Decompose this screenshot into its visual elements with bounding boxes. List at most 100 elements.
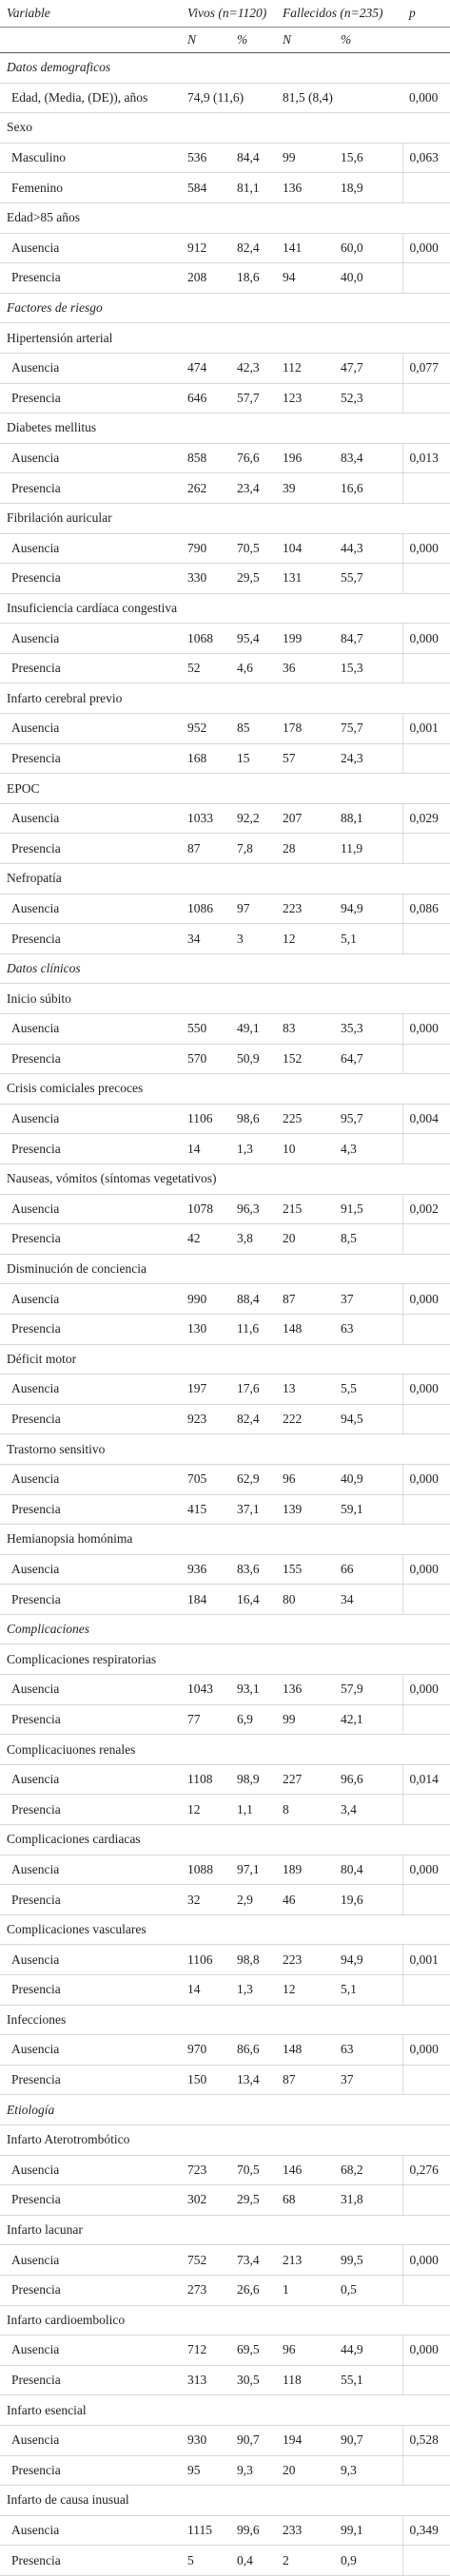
- row-label: Ausencia: [0, 1464, 181, 1495]
- cell: 95,7: [334, 1104, 402, 1135]
- header-cell: [0, 27, 181, 53]
- cell: 12: [276, 1974, 334, 2006]
- data-row: Presencia 95 9,3 20 9,3: [0, 2455, 450, 2487]
- cell: 1108: [181, 1764, 230, 1796]
- cell: 0,000: [401, 1283, 450, 1315]
- group-row: Trastorno sensitivo: [0, 1433, 450, 1465]
- row-label: Presencia: [0, 1974, 181, 2006]
- group-row-label: Fibrilación auricular: [0, 503, 450, 534]
- cell: 44,9: [334, 2335, 402, 2366]
- cell: 123: [276, 383, 334, 414]
- cell: 1043: [181, 1674, 230, 1705]
- cell: 32: [181, 1884, 230, 1915]
- cell: 0,276: [401, 2155, 450, 2186]
- cell: 97,1: [230, 1855, 276, 1886]
- cell: 99,1: [334, 2515, 402, 2547]
- cell: 0,000: [401, 2335, 450, 2366]
- cell: 29,5: [230, 563, 276, 594]
- cell: 1033: [181, 803, 230, 835]
- group-row-label: Infarto cardioembolico: [0, 2305, 450, 2336]
- cell: 0,9: [334, 2545, 402, 2576]
- data-row: Ausencia 1078 96,3 215 91,5 0,002: [0, 1194, 450, 1225]
- cell: 80,4: [334, 1855, 402, 1886]
- cell: 98,8: [230, 1944, 276, 1975]
- cell: 148: [276, 1314, 334, 1345]
- cell: 47,7: [334, 353, 402, 384]
- cell: 1088: [181, 1855, 230, 1886]
- cell: 84,4: [230, 143, 276, 174]
- cell: 12: [276, 923, 334, 954]
- data-row: Ausencia 1106 98,6 225 95,7 0,004: [0, 1104, 450, 1135]
- cell: 330: [181, 563, 230, 594]
- cell: 0,004: [401, 1104, 450, 1135]
- cell: [401, 1133, 450, 1164]
- row-label: Ausencia: [0, 2425, 181, 2456]
- cell: 130: [181, 1314, 230, 1345]
- cell: 87: [181, 833, 230, 865]
- group-row: Nauseas, vómitos (síntomas vegetativos): [0, 1163, 450, 1195]
- cell: 77: [181, 1704, 230, 1736]
- section-row-label: Datos clínicos: [0, 953, 450, 985]
- cell: 0,000: [401, 1855, 450, 1886]
- group-row: Infarto de causa inusual: [0, 2485, 450, 2516]
- group-row-label: Nefropatía: [0, 863, 450, 894]
- cell: 85: [230, 713, 276, 744]
- data-row: Presencia 77 6,9 99 42,1: [0, 1704, 450, 1736]
- header-cell: Fallecidos (n=235): [276, 0, 402, 28]
- cell: 24,3: [334, 743, 402, 775]
- data-row: Ausencia 970 86,6 148 63 0,000: [0, 2034, 450, 2066]
- group-row-label: Infarto de causa inusual: [0, 2485, 450, 2516]
- cell: [401, 1584, 450, 1615]
- section-row-label: Factores de riesgo: [0, 293, 450, 324]
- cell: 262: [181, 472, 230, 504]
- group-row: Infarto lacunar: [0, 2215, 450, 2246]
- data-row: Presencia 168 15 57 24,3: [0, 743, 450, 775]
- cell: 34: [181, 923, 230, 954]
- cell: 3: [230, 923, 276, 954]
- header-row: Variable Vivos (n=1120) Fallecidos (n=23…: [0, 0, 450, 28]
- row-label: Presencia: [0, 1584, 181, 1615]
- section-row-label: Complicaciones: [0, 1614, 450, 1645]
- data-row: Presencia 273 26,6 1 0,5: [0, 2275, 450, 2306]
- cell: 1,3: [230, 1974, 276, 2006]
- row-label: Ausencia: [0, 1283, 181, 1315]
- data-row: Presencia 415 37,1 139 59,1: [0, 1494, 450, 1526]
- cell: 26,6: [230, 2275, 276, 2306]
- cell: 0,000: [401, 533, 450, 565]
- data-row: Ausencia 1106 98,8 223 94,9 0,001: [0, 1944, 450, 1975]
- header-cell: [402, 27, 450, 53]
- cell: 0,013: [401, 443, 450, 474]
- cell: 912: [181, 233, 230, 264]
- group-row: Complicaciones respiratorias: [0, 1644, 450, 1676]
- cell: 94,9: [334, 894, 402, 925]
- cell: 42,3: [230, 353, 276, 384]
- cell: 44,3: [334, 533, 402, 565]
- data-row: Presencia 570 50,9 152 64,7: [0, 1044, 450, 1075]
- cell: 11,9: [334, 833, 402, 865]
- cell: 13,4: [230, 2065, 276, 2096]
- cell: 150: [181, 2065, 230, 2096]
- data-row: Ausencia 952 85 178 75,7 0,001: [0, 713, 450, 744]
- cell: 96: [276, 2335, 334, 2366]
- cell: 99: [276, 1704, 334, 1736]
- header-cell: N: [276, 27, 334, 53]
- cell: 69,5: [230, 2335, 276, 2366]
- cell: 0,000: [401, 623, 450, 654]
- cell: 66: [334, 1554, 402, 1586]
- cell: 970: [181, 2034, 230, 2066]
- cell: 858: [181, 443, 230, 474]
- data-row: Ausencia 912 82,4 141 60,0 0,000: [0, 233, 450, 264]
- group-row-label: Complicaciones cardiacas: [0, 1824, 450, 1855]
- cell: 790: [181, 533, 230, 565]
- cell: 12: [181, 1794, 230, 1826]
- row-label: Presencia: [0, 2184, 181, 2216]
- row-label: Presencia: [0, 563, 181, 594]
- data-row: Edad, (Media, (DE)), años 74,9 (11,6) 81,5…: [0, 83, 450, 114]
- cell: 15,6: [334, 143, 402, 174]
- group-row-label: Insuficiencia cardíaca congestiva: [0, 593, 450, 625]
- cell: [401, 2545, 450, 2576]
- header-cell: Variable: [0, 0, 181, 28]
- row-label: Ausencia: [0, 1674, 181, 1705]
